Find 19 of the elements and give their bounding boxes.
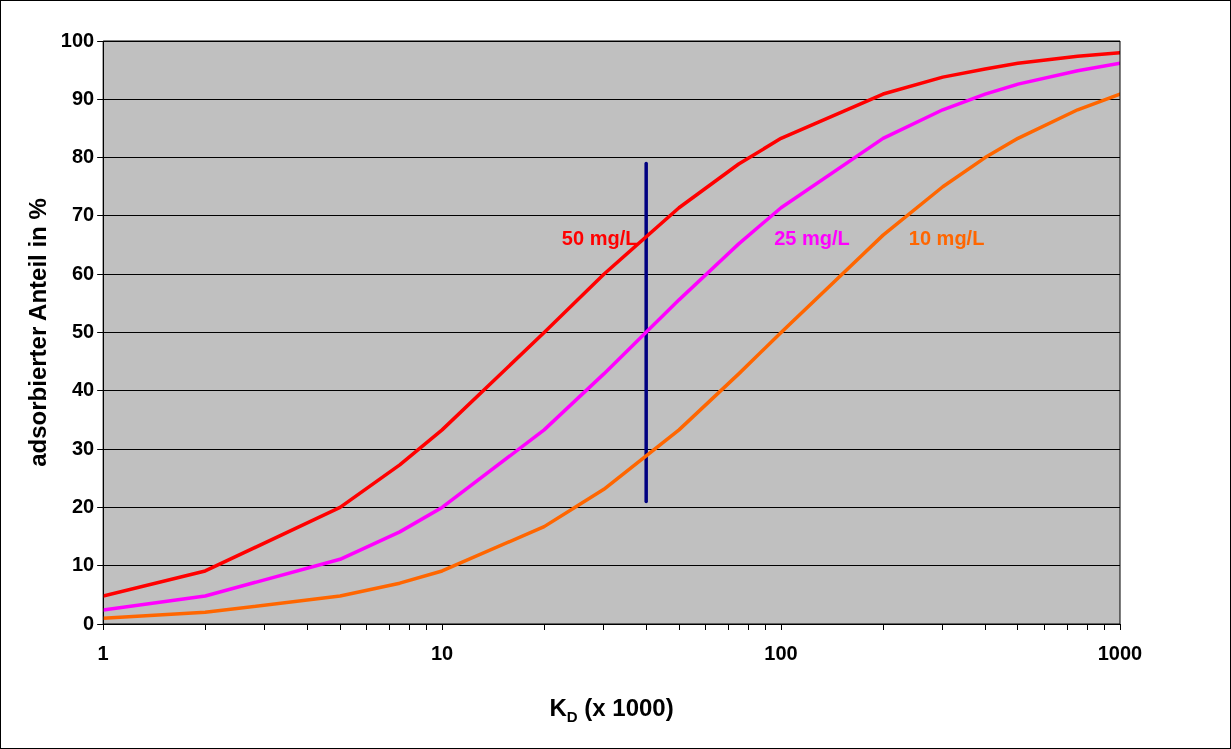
series-label: 10 mg/L bbox=[908, 226, 985, 249]
y-tick-label: 90 bbox=[71, 86, 95, 109]
y-tick-label: 30 bbox=[71, 436, 95, 459]
y-tick-label: 100 bbox=[60, 28, 95, 51]
y-tick-label: 50 bbox=[71, 320, 95, 343]
y-tick-label: 0 bbox=[83, 611, 95, 634]
y-tick-label: 80 bbox=[71, 145, 95, 168]
y-tick-label: 70 bbox=[71, 203, 95, 226]
series-label: 25 mg/L bbox=[774, 226, 850, 249]
y-axis-title: adsorbierter Anteil in % bbox=[24, 198, 52, 467]
series-label: 50 mg/L bbox=[561, 226, 638, 249]
x-tick-label: 1 bbox=[97, 641, 109, 664]
x-tick-label: 10 bbox=[430, 641, 454, 664]
y-tick-label: 20 bbox=[71, 494, 95, 517]
y-tick-label: 40 bbox=[71, 378, 95, 401]
y-tick-label: 60 bbox=[71, 261, 95, 284]
y-tick-label: 10 bbox=[71, 553, 95, 576]
x-tick-label: 100 bbox=[764, 641, 798, 664]
x-tick-label: 1000 bbox=[1097, 641, 1143, 664]
